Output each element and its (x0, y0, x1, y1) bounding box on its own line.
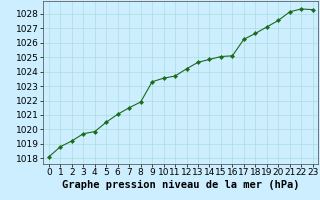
X-axis label: Graphe pression niveau de la mer (hPa): Graphe pression niveau de la mer (hPa) (62, 180, 300, 190)
